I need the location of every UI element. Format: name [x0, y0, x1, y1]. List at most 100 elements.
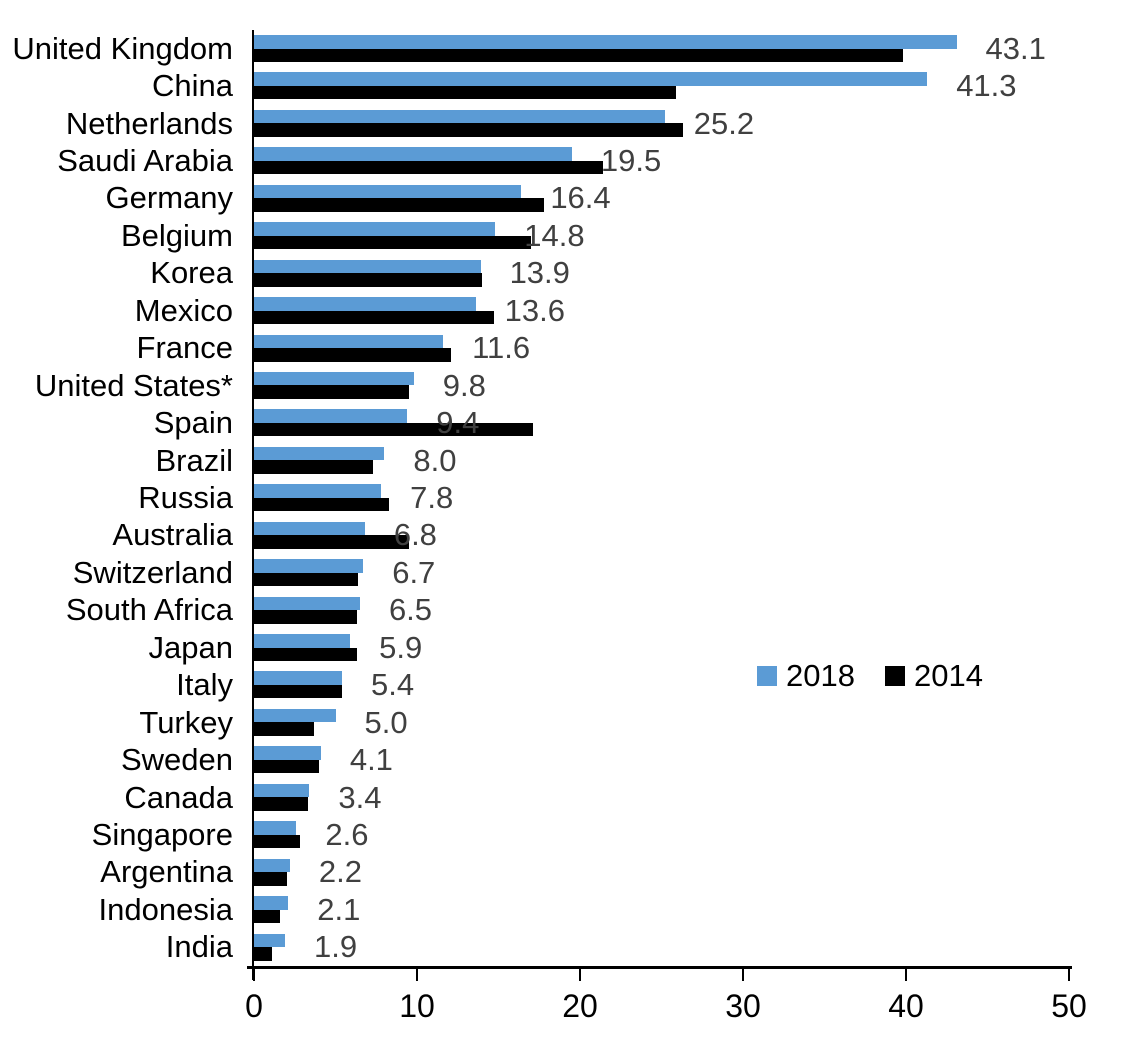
category-label-sweden: Sweden [120, 742, 233, 778]
bar-2018-united-kingdom [254, 35, 957, 49]
bar-2018-south-africa [254, 596, 360, 611]
category-label-singapore: Singapore [91, 816, 233, 852]
value-label-india: 1.9 [313, 929, 358, 965]
bar-2018-india [254, 933, 285, 948]
bar-2014-canada [254, 797, 308, 811]
bar-2014-japan [254, 647, 357, 662]
category-label-belgium: Belgium [121, 217, 233, 253]
x-axis-line [247, 966, 1072, 969]
bar-2014-argentina [254, 872, 287, 886]
legend-label-2014: 2014 [913, 658, 983, 693]
value-label-mexico: 13.6 [504, 292, 566, 328]
value-label-turkey: 5.0 [364, 704, 408, 740]
legend-entry-2018: 2018 [757, 660, 855, 691]
bar-2014-italy [254, 684, 343, 699]
category-label-united-states: United States* [34, 367, 233, 403]
category-label-korea: Korea [150, 255, 233, 291]
bar-2018-belgium [254, 222, 496, 236]
bar-2018-canada [254, 783, 310, 798]
category-label-argentina: Argentina [100, 854, 233, 890]
category-label-italy: Italy [176, 667, 233, 703]
value-label-spain: 9.4 [436, 405, 480, 441]
category-label-spain: Spain [153, 405, 233, 441]
x-tick-label-10: 10 [399, 988, 435, 1024]
bar-2018-france [254, 334, 444, 349]
category-label-saudi-arabia: Saudi Arabia [57, 143, 233, 179]
bar-2014-china [254, 85, 677, 100]
value-label-japan: 5.9 [379, 629, 423, 665]
bar-2018-korea [254, 259, 481, 274]
bar-2014-russia [254, 497, 390, 512]
legend-swatch-2014 [884, 665, 905, 686]
bar-2014-korea [254, 273, 483, 287]
value-label-belgium: 14.8 [524, 217, 585, 253]
x-tick-label-30: 30 [725, 988, 761, 1024]
category-label-japan: Japan [148, 629, 233, 665]
bar-2014-switzerland [254, 572, 359, 587]
bar-2018-sweden [254, 746, 321, 760]
bar-2014-saudi-arabia [254, 160, 603, 175]
bar-2014-united-states [254, 385, 409, 399]
category-label-russia: Russia [138, 479, 233, 515]
legend: 2018 2014 [757, 660, 983, 691]
bar-2014-indonesia [254, 909, 281, 924]
value-label-united-states: 9.8 [442, 367, 486, 403]
bar-2014-australia [254, 535, 409, 549]
category-label-brazil: Brazil [155, 442, 233, 478]
category-label-south-africa: South Africa [65, 592, 233, 628]
value-label-united-kingdom: 43.1 [985, 30, 1046, 66]
value-label-canada: 3.4 [338, 779, 382, 815]
legend-entry-2014: 2014 [884, 658, 983, 693]
bar-2018-united-states [254, 371, 414, 386]
bar-2014-spain [254, 422, 533, 437]
bar-2014-sweden [254, 759, 320, 774]
bar-2014-south-africa [254, 610, 357, 624]
value-label-australia: 6.8 [393, 517, 437, 553]
category-label-turkey: Turkey [139, 704, 233, 740]
value-label-argentina: 2.2 [318, 854, 362, 890]
bar-2014-belgium [254, 235, 532, 250]
category-label-india: India [165, 929, 233, 965]
bar-2014-united-kingdom [254, 48, 903, 62]
legend-swatch-2018 [757, 665, 777, 686]
bar-2018-turkey [254, 708, 336, 723]
value-label-korea: 13.9 [509, 255, 570, 291]
bar-2018-brazil [254, 446, 385, 461]
category-label-indonesia: Indonesia [98, 891, 233, 927]
legend-label-2018: 2018 [786, 658, 855, 693]
bar-2014-mexico [254, 310, 494, 325]
category-label-netherlands: Netherlands [65, 105, 233, 141]
value-label-indonesia: 2.1 [317, 891, 361, 927]
category-label-united-kingdom: United Kingdom [12, 30, 233, 66]
value-label-germany: 16.4 [550, 180, 611, 216]
x-tick-label-0: 0 [245, 988, 263, 1024]
category-label-germany: Germany [105, 180, 233, 216]
x-tick-10 [415, 969, 418, 981]
bar-2014-france [254, 348, 452, 362]
value-label-netherlands: 25.2 [693, 105, 755, 141]
x-tick-0 [252, 969, 255, 981]
value-label-china: 41.3 [956, 68, 1017, 104]
bar-2018-australia [254, 521, 365, 536]
bar-2018-singapore [254, 821, 297, 835]
category-label-china: China [152, 68, 233, 104]
bar-2018-saudi-arabia [254, 147, 572, 161]
x-tick-label-40: 40 [888, 988, 924, 1024]
value-label-singapore: 2.6 [325, 816, 369, 852]
bar-2014-turkey [254, 722, 315, 736]
bar-2018-indonesia [254, 896, 289, 910]
x-tick-40 [904, 969, 907, 981]
value-label-switzerland: 6.7 [392, 554, 436, 590]
x-tick-50 [1067, 969, 1070, 981]
bar-2014-brazil [254, 460, 373, 474]
bar-2018-spain [254, 409, 408, 423]
bar-2018-argentina [254, 858, 290, 873]
bar-2018-germany [254, 184, 522, 199]
y-axis-line [251, 30, 254, 980]
bar-2018-netherlands [254, 109, 665, 124]
value-label-south-africa: 6.5 [388, 592, 433, 628]
bar-2018-mexico [254, 297, 476, 311]
x-tick-label-20: 20 [562, 988, 598, 1024]
bar-2014-netherlands [254, 123, 683, 137]
